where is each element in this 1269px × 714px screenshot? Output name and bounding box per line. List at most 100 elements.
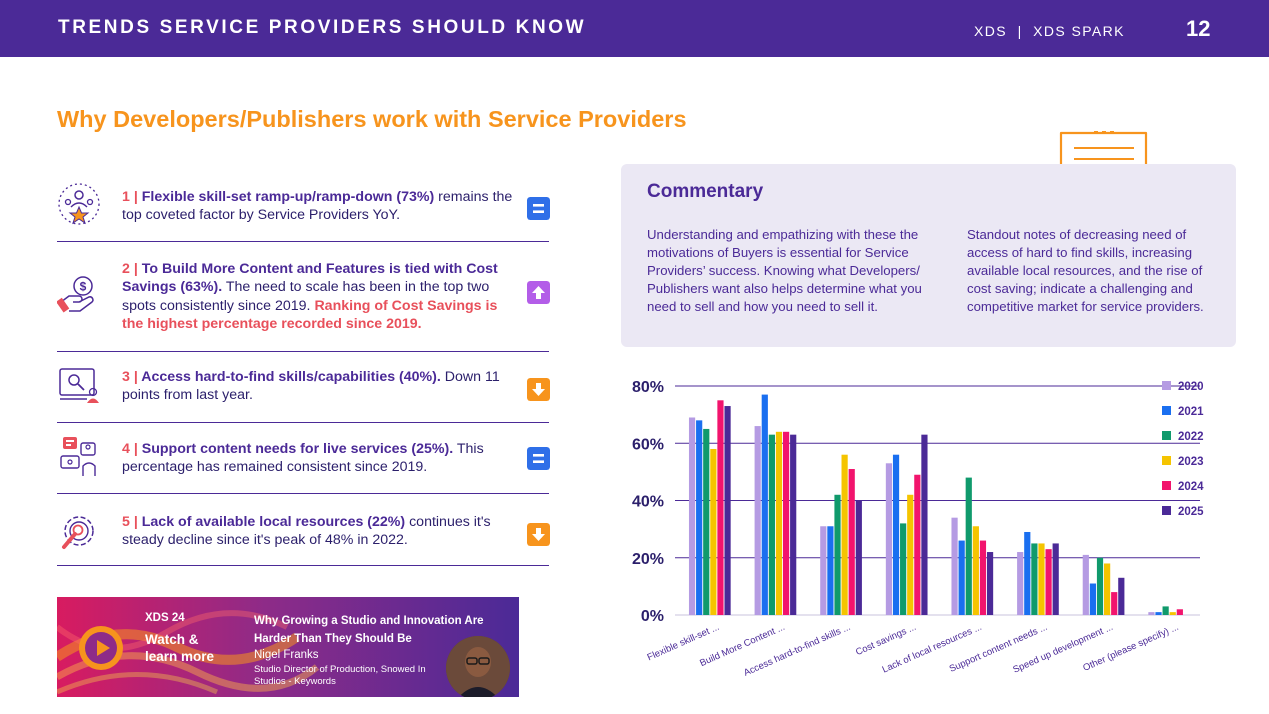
reason-item-4: 4 | Support content needs for live servi… — [57, 434, 550, 486]
legend-swatch-2023 — [1162, 456, 1171, 465]
reason-item-1: 1 | Flexible skill-set ramp-up/ramp-down… — [57, 180, 550, 240]
bar-2020 — [754, 426, 761, 615]
reason-item-2: $ 2 | To Build More Content and Features… — [57, 252, 550, 348]
legend-swatch-2020 — [1162, 381, 1171, 390]
bar-2025 — [986, 552, 994, 615]
bar-2024 — [848, 469, 855, 615]
item-description: This percentage has remained consistent … — [122, 441, 484, 476]
header-brand: XDS | XDS SPARK — [974, 23, 1125, 39]
item-number: 5 | — [122, 514, 142, 530]
video-promo-banner[interactable]: XDS 24 Watch & learn more Why Growing a … — [57, 597, 519, 697]
bar-2024 — [1111, 592, 1118, 615]
reason-item-3: 3 | Access hard-to-find skills/capabilit… — [57, 362, 550, 414]
legend-swatch-2021 — [1162, 406, 1171, 415]
bar-2025 — [921, 434, 928, 615]
bar-2021 — [1089, 583, 1097, 615]
bar-2020 — [1082, 554, 1089, 615]
bar-2021 — [958, 540, 965, 615]
bar-2023 — [710, 448, 717, 615]
item-heading: Flexible skill-set ramp-up/ramp-down (73… — [141, 189, 435, 205]
commentary-right-text: Standout notes of decreasing need of acc… — [967, 227, 1204, 314]
bar-2022 — [900, 523, 907, 615]
divider — [57, 422, 549, 423]
bar-2020 — [1017, 552, 1024, 615]
item-heading: Access hard-to-find skills/capabilities … — [141, 369, 441, 385]
bar-2024 — [1045, 549, 1052, 615]
bar-chart: 0%20%40%60%80%Flexible skill-set ...Buil… — [632, 379, 1204, 679]
item-description: continues it's steady decline since it's… — [122, 514, 491, 549]
bar-2022 — [965, 477, 972, 615]
item-number: 4 | — [122, 441, 142, 457]
play-icon — [85, 632, 117, 664]
legend-swatch-2022 — [1162, 431, 1171, 440]
bar-2023 — [1038, 543, 1045, 615]
y-tick-label: 0% — [641, 608, 664, 625]
speaker-avatar — [446, 636, 510, 697]
legend-label: 2021 — [1178, 406, 1204, 418]
divider — [57, 493, 549, 494]
item-heading: Support content needs for live services … — [141, 441, 454, 457]
bar-2025 — [1052, 543, 1059, 615]
item-description: Down 11 points from last year. — [122, 369, 500, 404]
legend-swatch-2025 — [1162, 506, 1171, 515]
legend-label: 2022 — [1178, 431, 1204, 443]
play-button[interactable] — [79, 626, 123, 670]
people-star-icon — [58, 183, 100, 225]
bar-2020 — [885, 463, 893, 615]
bar-2025 — [724, 406, 731, 615]
y-tick-label: 60% — [632, 436, 664, 453]
bar-2025 — [855, 500, 862, 615]
reason-item-5: 5 | Lack of available local resources (2… — [57, 505, 550, 561]
hand-coin-icon: $ — [57, 276, 94, 313]
bar-2023 — [775, 431, 783, 615]
bar-2020 — [820, 526, 827, 615]
item-number: 2 | — [122, 261, 142, 277]
section-title: Why Developers/Publishers work with Serv… — [57, 106, 687, 132]
item-description: The need to scale has been in the top tw… — [122, 279, 490, 314]
trend-down-icon — [527, 378, 550, 401]
bar-2023 — [841, 454, 848, 615]
trend-same-icon — [527, 447, 550, 470]
monitor-user-icon — [59, 368, 99, 403]
bar-2024 — [782, 431, 790, 615]
item-highlight: Ranking of Cost Savings is the highest p… — [122, 297, 498, 332]
video-talk-title: Why Growing a Studio and Innovation Are … — [254, 615, 484, 645]
bar-2020 — [951, 517, 958, 615]
bar-2022 — [1162, 606, 1169, 615]
bar-2025 — [790, 434, 797, 615]
commentary-panel: Commentary Understanding and empathizing… — [621, 164, 1236, 347]
bar-2023 — [1104, 563, 1111, 615]
bar-2022 — [768, 434, 775, 615]
legend-label: 2024 — [1178, 481, 1204, 493]
item-number: 1 | — [122, 189, 142, 205]
legend-label: 2025 — [1178, 506, 1204, 518]
bar-2024 — [1176, 609, 1183, 615]
item-heading: To Build More Content and Features is ti… — [122, 261, 498, 296]
bar-2022 — [834, 494, 841, 615]
bar-2020 — [1148, 612, 1155, 615]
video-speaker-role: Studio Director of Production, Snowed In… — [254, 664, 426, 687]
trend-down-icon — [527, 523, 550, 546]
bar-2025 — [1118, 577, 1125, 615]
bar-2021 — [892, 454, 900, 615]
video-speaker-name: Nigel Franks — [254, 649, 319, 661]
bar-2021 — [696, 420, 703, 615]
trend-up-icon — [527, 281, 550, 304]
item-description: remains the top coveted factor by Servic… — [122, 189, 513, 224]
bar-2022 — [1096, 557, 1104, 615]
item-heading: Lack of available local resources (22%) — [141, 514, 406, 530]
bar-2021 — [1155, 612, 1162, 615]
divider — [57, 565, 549, 566]
y-tick-label: 40% — [632, 494, 664, 511]
watch-learn-link[interactable]: Watch & learn more — [145, 632, 215, 664]
x-tick-label: Access hard-to-find skills ... — [742, 622, 852, 679]
divider — [57, 241, 549, 242]
header-bar: TRENDS SERVICE PROVIDERS SHOULD KNOW XDS… — [0, 0, 1269, 57]
bar-2023 — [907, 494, 914, 615]
bar-2022 — [703, 428, 710, 615]
gear-search-icon — [62, 516, 94, 549]
bar-2024 — [979, 540, 987, 615]
bar-2021 — [761, 394, 768, 615]
legend-label: 2020 — [1178, 381, 1204, 393]
live-service-icon — [60, 437, 96, 476]
